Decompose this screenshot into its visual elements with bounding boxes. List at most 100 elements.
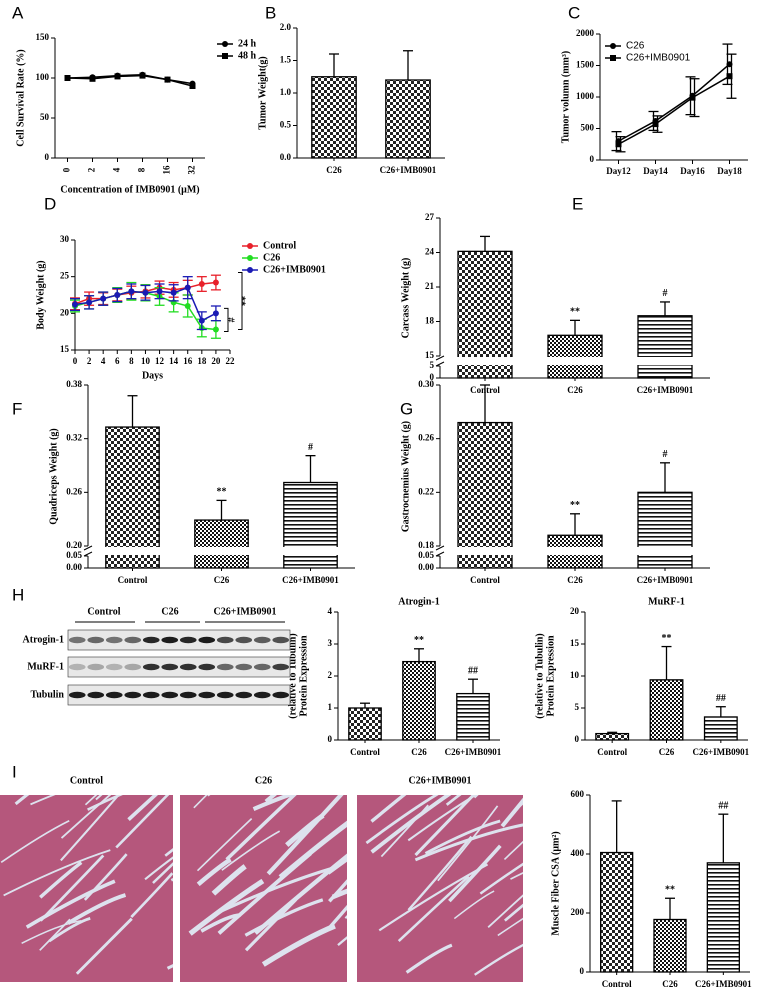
x-tick-label: 0 [62, 167, 72, 172]
fiber-gap [414, 795, 476, 857]
blot-group-label: C26+IMB0901 [214, 606, 277, 617]
fiber-gap [380, 804, 429, 858]
x-tick-label: 2 [87, 356, 92, 366]
blot-strip [67, 656, 291, 678]
x-tick-label: C26 [659, 747, 675, 757]
legend-label: 24 h [238, 38, 257, 49]
blot-band [216, 691, 234, 699]
significance-label: # [226, 317, 237, 322]
fiber-gap [83, 853, 128, 901]
y-tick-label: 0 [430, 372, 435, 382]
panel-letter: E [572, 194, 583, 213]
significance-label: ## [716, 693, 726, 704]
panel-letter: B [265, 3, 276, 22]
data-point [198, 317, 205, 324]
blot-band [87, 636, 105, 644]
x-tick-label: C26 [567, 385, 583, 395]
blot-row-label: Tubulin [30, 689, 64, 700]
significance-label: ** [665, 885, 675, 896]
data-point [128, 288, 135, 295]
y-axis-label: Gastrocnemius Weight (g) [400, 421, 411, 532]
blot-band [142, 663, 160, 671]
fiber-gap [14, 795, 30, 806]
fiber-gap [144, 856, 173, 881]
fiber-gap [207, 795, 211, 797]
blot-band [142, 636, 160, 644]
fiber-gap [244, 898, 297, 952]
data-point [164, 76, 171, 83]
y-axis-label: Cell Survival Rate (%) [15, 49, 26, 147]
y-tick-label: 0 [580, 966, 585, 976]
y-axis-label: (relative to Tubulin) [287, 633, 298, 718]
y-tick-label: 500 [581, 123, 595, 133]
panel-letter: A [12, 3, 24, 22]
x-tick-label: Control [470, 575, 500, 585]
axis-break [435, 355, 445, 361]
blot-band [253, 691, 271, 699]
axis-break [435, 545, 445, 551]
chart-panel: 0 5 10 15 20 Protein Expression(relative to T… [534, 596, 749, 757]
x-tick-label: 18 [197, 356, 207, 366]
significance-label: ** [414, 635, 424, 646]
data-point [156, 288, 163, 295]
x-tick-label: Day16 [680, 166, 705, 176]
panel-letter: G [400, 399, 413, 418]
y-tick-label: 2000 [576, 28, 595, 38]
y-axis-label: (relative to Tubulin) [534, 633, 545, 718]
x-tick-label: 10 [141, 356, 151, 366]
significance-label: ** [570, 307, 580, 318]
data-point [198, 281, 205, 287]
fiber-gap [39, 918, 71, 951]
y-tick-label: 0.18 [418, 540, 434, 550]
legend-marker [222, 53, 228, 59]
blot-band [179, 691, 197, 699]
fiber-gap [225, 795, 297, 861]
chart-panel: C 0 500 1000 1500 2000 Tumor volumn (mm³) Day12… [560, 3, 748, 176]
x-tick-label: Control [602, 979, 632, 989]
x-tick-label: 16 [162, 165, 172, 175]
y-tick-label: 0.32 [66, 433, 82, 443]
y-tick-label: 600 [571, 789, 585, 799]
x-tick-label: 4 [112, 167, 122, 172]
fiber-gap [60, 795, 120, 862]
blot-band [124, 691, 142, 699]
bar-break [547, 547, 603, 555]
x-tick-label: Day12 [606, 166, 631, 176]
data-point [652, 121, 659, 128]
bar-break [104, 547, 161, 555]
fiber-gap [397, 875, 470, 943]
blot-group-label: C26 [161, 606, 178, 617]
chart-panel: A 0 50 100 150 Cell Survival Rate (%) Concentr… [12, 3, 257, 195]
fiber-gap [127, 795, 159, 821]
fiber-gap [510, 872, 523, 880]
significance-label: ** [662, 633, 672, 644]
data-point [139, 72, 146, 79]
blot-band [87, 663, 105, 671]
blot-band [216, 663, 234, 671]
y-axis-label: Quadriceps Weight (g) [48, 428, 59, 524]
legend-label: C26+IMB0901 [626, 53, 691, 64]
tissue [0, 795, 173, 982]
x-tick-label: 2 [87, 167, 97, 172]
chart-panel: 0 200 400 600 Muscle Fiber CSA (μm²) Control C… [550, 789, 752, 989]
fiber-gap [479, 862, 523, 895]
x-tick-label: C26 [567, 575, 583, 585]
fiber-gap [500, 797, 523, 828]
fiber-gap [512, 802, 523, 813]
x-tick-label: C26 [411, 747, 427, 757]
x-tick-label: Day18 [717, 166, 742, 176]
y-tick-label: 0.38 [66, 379, 82, 389]
bar [105, 426, 160, 569]
x-tick-label: 6 [115, 356, 120, 366]
y-tick-label: 27 [425, 212, 435, 222]
y-tick-label: 1000 [576, 91, 595, 101]
x-tick-label: 8 [129, 356, 134, 366]
x-tick-label: C26+IMB0901 [380, 165, 437, 175]
y-tick-label: 0.05 [66, 550, 82, 560]
y-tick-label: 0.20 [66, 540, 82, 550]
data-point [100, 295, 107, 302]
y-tick-label: 0.5 [280, 120, 292, 130]
bar [457, 421, 513, 569]
panel-letter: D [44, 194, 56, 213]
